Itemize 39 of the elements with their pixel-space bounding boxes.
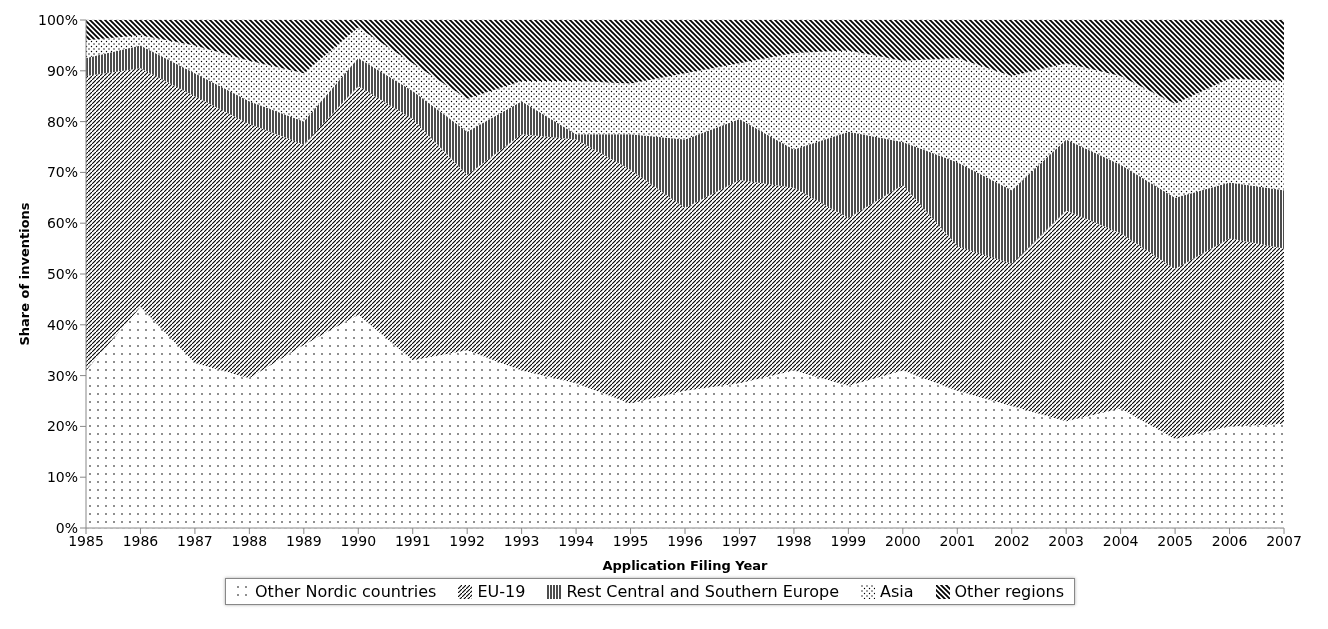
legend-label: Other regions (954, 582, 1064, 601)
legend-label: Asia (879, 582, 914, 601)
y-tick-label: 70% (46, 164, 78, 181)
y-tick-label: 60% (46, 215, 78, 232)
x-tick-label: 2006 (1211, 532, 1248, 549)
x-tick-label: 2005 (1157, 532, 1193, 549)
x-tick-label: 1990 (340, 532, 377, 549)
x-tick-label: 1997 (721, 532, 758, 549)
y-tick-label: 90% (46, 62, 78, 79)
x-tick-label: 1992 (449, 532, 485, 549)
y-tick-label: 30% (46, 367, 78, 384)
y-tick-label: 100% (37, 11, 78, 28)
x-tick-label: 1999 (830, 532, 867, 549)
x-tick-label: 2002 (993, 532, 1030, 549)
x-tick-label: 1991 (394, 532, 431, 549)
x-tick-label: 1986 (122, 532, 159, 549)
x-tick-label: 2001 (939, 532, 976, 549)
x-tick-label: 1996 (667, 532, 703, 549)
y-axis-title: Share of inventions (16, 202, 32, 346)
x-tick-label: 1989 (286, 532, 322, 549)
y-tick-label: 10% (46, 469, 78, 486)
x-tick-label: 1994 (558, 532, 594, 549)
x-tick-label: 2004 (1102, 532, 1139, 549)
x-tick-label: 1987 (177, 532, 213, 549)
x-tick-label: 2000 (885, 532, 921, 549)
x-tick-label: 1998 (776, 532, 812, 549)
x-tick-label: 2003 (1048, 532, 1084, 549)
x-tick-label: 1993 (503, 532, 540, 549)
y-tick-label: 80% (46, 113, 78, 130)
x-tick-label: 1988 (231, 532, 268, 549)
y-tick-label: 20% (46, 418, 78, 435)
x-axis-title: Application Filing Year (602, 558, 769, 573)
x-tick-label: 2007 (1266, 532, 1302, 549)
legend-label: Rest Central and Southern Europe (566, 582, 839, 601)
legend-label: EU-19 (477, 582, 526, 601)
x-tick-label: 1995 (612, 532, 649, 549)
y-tick-label: 50% (46, 265, 78, 282)
y-tick-label: 40% (46, 316, 78, 333)
legend-label: Other Nordic countries (255, 582, 437, 601)
